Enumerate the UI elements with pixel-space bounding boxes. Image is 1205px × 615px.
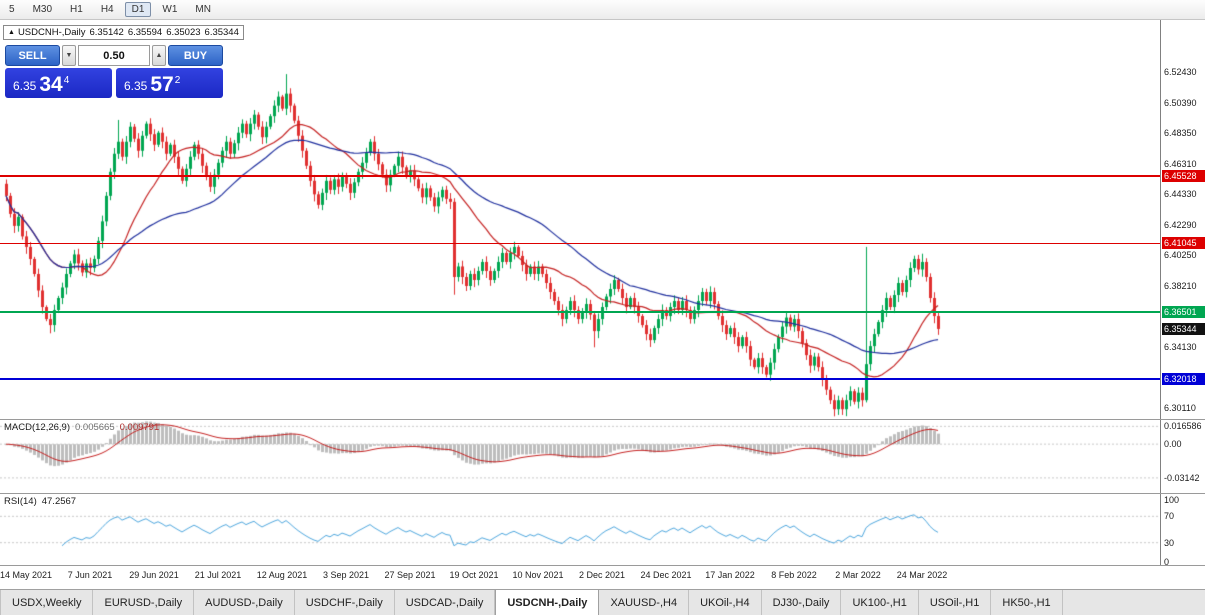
macd-axis-label: -0.03142 <box>1164 472 1200 483</box>
timeframe-mn-button[interactable]: MN <box>188 2 218 17</box>
lot-size-input[interactable]: 0.50 <box>78 45 150 66</box>
tab-eurusd-daily[interactable]: EURUSD-,Daily <box>93 590 195 615</box>
date-axis-label: 3 Sep 2021 <box>322 570 370 580</box>
date-axis-label: 24 Dec 2021 <box>640 570 692 580</box>
tab-usdcad-daily[interactable]: USDCAD-,Daily <box>395 590 496 615</box>
date-axis-label: 2 Dec 2021 <box>578 570 626 580</box>
price-axis-tick: 6.46310 <box>1164 159 1197 170</box>
price-axis-tick: 6.34130 <box>1164 342 1197 353</box>
rsi-value: 47.2567 <box>41 496 77 507</box>
horizontal-level-line[interactable] <box>0 310 1160 313</box>
buy-price-display[interactable]: 6.35 57 2 <box>116 68 223 98</box>
tab-usoil-h1[interactable]: USOil-,H1 <box>919 590 992 615</box>
price-axis[interactable]: 6.45528 6.41045 6.36501 6.35344 6.32018 6.524… <box>1160 20 1205 568</box>
one-click-trading-panel: SELL ▼ 0.50 ▲ BUY 6.35 34 4 6.35 57 2 <box>3 43 225 100</box>
rsi-axis-label: 70 <box>1164 511 1175 522</box>
date-axis-label: 2 Mar 2022 <box>835 570 881 580</box>
pane-divider[interactable] <box>0 493 1205 494</box>
date-axis-label: 19 Oct 2021 <box>449 570 499 580</box>
date-axis-label: 17 Jan 2022 <box>705 570 755 580</box>
price-level-badge: 6.41045 <box>1162 237 1205 250</box>
tab-usdx-weekly[interactable]: USDX,Weekly <box>0 590 94 615</box>
sell-price-display[interactable]: 6.35 34 4 <box>5 68 112 98</box>
price-axis-tick: 6.52430 <box>1164 67 1197 78</box>
timeframe-h1-button[interactable]: H1 <box>63 2 90 17</box>
macd-name: MACD(12,26,9) <box>4 422 70 433</box>
price-axis-tick: 6.44330 <box>1164 188 1197 199</box>
timeframe-w1-button[interactable]: W1 <box>155 2 184 17</box>
rsi-name: RSI(14) <box>4 496 37 507</box>
macd-indicator-canvas[interactable] <box>0 420 1160 493</box>
tab-dj30-daily[interactable]: DJ30-,Daily <box>762 590 842 615</box>
timeframe-h4-button[interactable]: H4 <box>94 2 121 17</box>
rsi-axis-label: 100 <box>1164 495 1180 505</box>
tab-xauusd-h4[interactable]: XAUUSD-,H4 <box>599 590 690 615</box>
timeframe-m30-button[interactable]: M30 <box>26 2 59 17</box>
macd-indicator-label: MACD(12,26,9) 0.005665 0.009791 <box>4 422 159 433</box>
timeframe-d1-button[interactable]: D1 <box>124 2 152 17</box>
horizontal-level-line[interactable] <box>0 174 1160 177</box>
timeframe-toolbar: 5 M30 H1 H4 D1 W1 MN <box>0 0 1205 20</box>
date-axis-label: 10 Nov 2021 <box>512 570 564 580</box>
sell-price-base: 6.35 <box>13 79 37 93</box>
ohlc-high: 6.35594 <box>127 27 163 38</box>
date-axis-label: 29 Jun 2021 <box>129 570 179 580</box>
price-axis-tick: 6.38210 <box>1164 280 1197 291</box>
date-axis-label: 12 Aug 2021 <box>256 570 308 580</box>
horizontal-level-line[interactable] <box>0 242 1160 244</box>
lot-increase-button[interactable]: ▲ <box>152 45 166 66</box>
buy-price-sup: 2 <box>174 75 181 86</box>
macd-signal-value: 0.009791 <box>119 422 160 433</box>
macd-axis-label: 0.016586 <box>1164 421 1202 432</box>
date-axis-label: 14 May 2021 <box>0 570 53 580</box>
lot-decrease-button[interactable]: ▼ <box>62 45 76 66</box>
chart-info-box: ▲ USDCNH-,Daily 6.35142 6.35594 6.35023 6.353… <box>3 25 244 40</box>
ohlc-open: 6.35142 <box>89 27 124 38</box>
tab-hk50-h1[interactable]: HK50-,H1 <box>991 590 1063 615</box>
tab-ukoil-h4[interactable]: UKOil-,H4 <box>689 590 762 615</box>
timeframe-m5-button[interactable]: 5 <box>2 2 22 17</box>
date-axis[interactable]: 14 May 2021 7 Jun 2021 29 Jun 2021 21 Jul 2… <box>0 566 1205 588</box>
date-axis-label: 24 Mar 2022 <box>896 570 948 580</box>
pane-divider[interactable] <box>0 565 1205 566</box>
date-axis-label: 7 Jun 2021 <box>67 570 113 580</box>
date-axis-label: 27 Sep 2021 <box>384 570 436 580</box>
ohlc-low: 6.35023 <box>166 27 201 38</box>
price-level-badge: 6.35344 <box>1162 322 1205 335</box>
rsi-axis-label: 0 <box>1164 557 1170 568</box>
macd-axis-label: 0.00 <box>1164 439 1182 450</box>
price-axis-tick: 6.30110 <box>1164 402 1196 413</box>
pane-divider[interactable] <box>0 419 1205 420</box>
price-level-badge: 6.32018 <box>1162 372 1205 385</box>
sell-price-big: 34 <box>39 73 63 96</box>
price-level-badge: 6.45528 <box>1162 169 1205 182</box>
ohlc-close: 6.35344 <box>204 27 239 38</box>
tab-usdchf-daily[interactable]: USDCHF-,Daily <box>295 590 395 615</box>
buy-price-big: 57 <box>150 73 174 96</box>
sell-button[interactable]: SELL <box>5 45 60 66</box>
price-level-badge: 6.36501 <box>1162 305 1205 318</box>
price-axis-tick: 6.42290 <box>1164 219 1197 230</box>
buy-button[interactable]: BUY <box>168 45 223 66</box>
tab-uk100-h1[interactable]: UK100-,H1 <box>841 590 919 615</box>
date-axis-label: 8 Feb 2022 <box>771 570 817 580</box>
rsi-axis-label: 30 <box>1164 537 1175 548</box>
chart-tabbar: USDX,Weekly EURUSD-,Daily AUDUSD-,Daily … <box>0 589 1205 615</box>
price-axis-tick: 6.50390 <box>1164 97 1197 108</box>
buy-price-base: 6.35 <box>124 79 148 93</box>
sell-price-sup: 4 <box>63 75 70 86</box>
macd-main-value: 0.005665 <box>75 422 115 433</box>
price-axis-tick: 6.48350 <box>1164 128 1197 139</box>
rsi-indicator-canvas[interactable] <box>0 494 1160 565</box>
oneclick-toggle-icon[interactable]: ▲ <box>8 29 15 36</box>
horizontal-level-line[interactable] <box>0 377 1160 380</box>
tab-usdcnh-daily[interactable]: USDCNH-,Daily <box>495 590 600 615</box>
date-axis-label: 21 Jul 2021 <box>194 570 242 580</box>
price-axis-tick: 6.40250 <box>1164 250 1197 261</box>
tab-audusd-daily[interactable]: AUDUSD-,Daily <box>194 590 295 615</box>
rsi-indicator-label: RSI(14) 47.2567 <box>4 496 76 507</box>
chart-symbol-label: USDCNH-,Daily <box>17 27 86 38</box>
